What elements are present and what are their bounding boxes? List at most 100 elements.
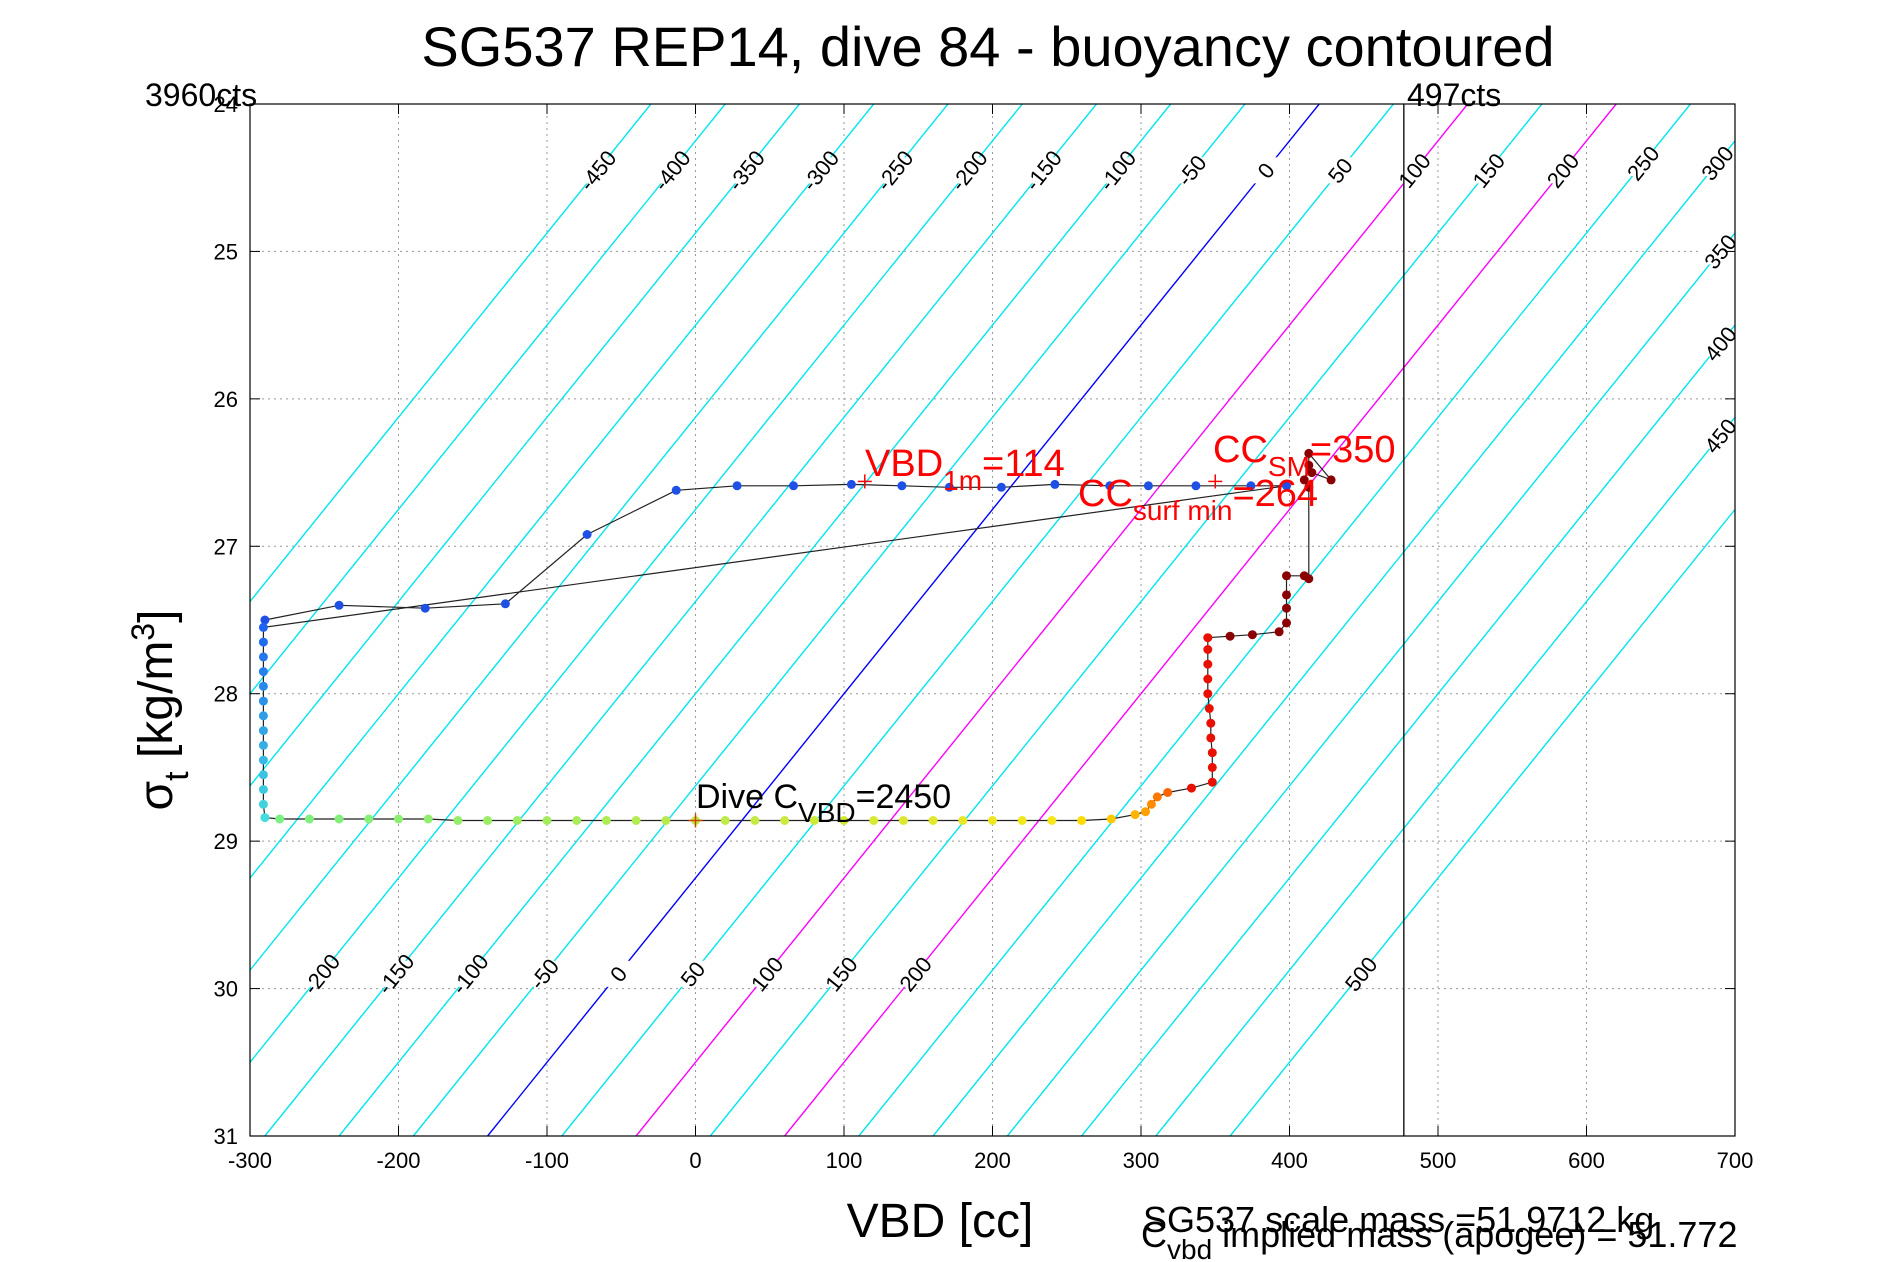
contour-label-bg (1095, 157, 1140, 184)
data-point (601, 816, 611, 825)
contour-label-bg (744, 960, 789, 987)
data-point (1282, 590, 1291, 600)
x-tick-label: 200 (974, 1148, 1011, 1173)
contour-line (250, 104, 875, 880)
y-tick-label: 30 (214, 977, 238, 1002)
y-tick-label: 24 (214, 92, 238, 117)
data-point (1191, 481, 1201, 491)
data-point (944, 482, 954, 492)
data-point (258, 770, 268, 780)
data-point (869, 816, 879, 825)
data-point (1207, 762, 1217, 772)
data-point (1307, 468, 1317, 478)
data-point (780, 816, 790, 825)
data-point (483, 816, 493, 825)
contour-label-bg (872, 157, 917, 184)
contour-label-bg (723, 157, 768, 184)
data-point (750, 816, 760, 825)
data-point (1152, 792, 1162, 802)
data-point (572, 816, 582, 825)
contour-line (1155, 416, 1735, 1136)
contour-label-bg (893, 960, 938, 987)
contour-label-bg (447, 960, 492, 987)
data-point (1304, 460, 1314, 470)
data-point (1204, 704, 1214, 713)
data-point (809, 816, 819, 825)
data-point (1282, 603, 1291, 613)
data-point (334, 600, 344, 610)
data-point (846, 479, 856, 489)
data-point (1225, 631, 1235, 641)
contour-line (250, 104, 726, 695)
y-tick-label: 31 (214, 1124, 238, 1149)
x-tick-label: 400 (1271, 1148, 1308, 1173)
data-point (1187, 783, 1196, 793)
data-point (958, 816, 968, 825)
x-axis-label: VBD [cc] (847, 1195, 1034, 1248)
data-point (897, 481, 907, 491)
data-point (1163, 788, 1173, 797)
data-point (1207, 748, 1217, 758)
annotation-ccsurf: CCsurf min=264 (1078, 473, 1318, 526)
data-point (258, 622, 268, 632)
data-point (1274, 627, 1284, 637)
data-point (1105, 481, 1115, 491)
markers (688, 474, 1223, 828)
axes: -300 -200 -100 0 100 200 300 400 500 600 700 24 25 26… (214, 92, 1754, 1173)
contour-line (932, 139, 1735, 1136)
x-tick-label: -100 (525, 1148, 569, 1173)
data-point (928, 816, 938, 825)
data-point (1282, 481, 1291, 491)
x-tick-label: -300 (228, 1148, 272, 1173)
data-point (420, 603, 430, 613)
data-point (258, 755, 268, 765)
data-point (423, 814, 433, 824)
data-point (898, 816, 908, 825)
data-point (258, 681, 268, 691)
data-point (260, 813, 270, 823)
contour-line (250, 104, 800, 787)
contour-label-bg (373, 960, 418, 987)
y-tick-label: 28 (214, 682, 238, 707)
data-point (1246, 481, 1256, 491)
y-tick-label: 27 (214, 534, 238, 559)
data-point (258, 652, 268, 662)
data-point (1326, 475, 1336, 485)
data-point (258, 667, 268, 677)
contour-line (1006, 231, 1735, 1136)
data-point (1106, 814, 1116, 824)
data-point (661, 816, 671, 825)
data-point (258, 637, 268, 647)
annotation-vbd1m: VBD1m=114 (865, 443, 1065, 496)
contour-label-bg (1620, 149, 1665, 176)
corner-label-left: 3960cts (145, 77, 257, 113)
contour-line (1081, 324, 1735, 1136)
data-point (1130, 810, 1140, 820)
corner-label-right: 497cts (1407, 77, 1501, 113)
data-point (275, 814, 285, 824)
contour-label-bg (1695, 149, 1735, 176)
data-point (1282, 571, 1291, 581)
contour-label-bg (1392, 157, 1437, 184)
data-point (1282, 618, 1291, 628)
data-point (260, 615, 270, 625)
x-tick-label: 100 (826, 1148, 863, 1173)
data-point (542, 816, 552, 825)
data-point (1207, 777, 1217, 787)
data-point (988, 816, 997, 825)
data-point (631, 816, 641, 825)
annotation-dive-cvbd: Dive CVBD=2450 (696, 778, 951, 828)
y-axis-label: σt [kg/m3] (125, 610, 196, 811)
x-tick-label: 300 (1123, 1148, 1160, 1173)
data-point (1304, 574, 1314, 584)
contour-label-bg (670, 960, 715, 987)
data-point (364, 814, 374, 824)
data-point (1143, 481, 1153, 491)
data-point (720, 816, 730, 825)
footer-scale-mass: SG537 scale mass =51.9712 kg (1143, 1199, 1654, 1240)
x-tick-label: 600 (1568, 1148, 1605, 1173)
contour-label-bg (1698, 330, 1735, 357)
chart-title: SG537 REP14, dive 84 - buoyancy contoure… (421, 15, 1554, 78)
